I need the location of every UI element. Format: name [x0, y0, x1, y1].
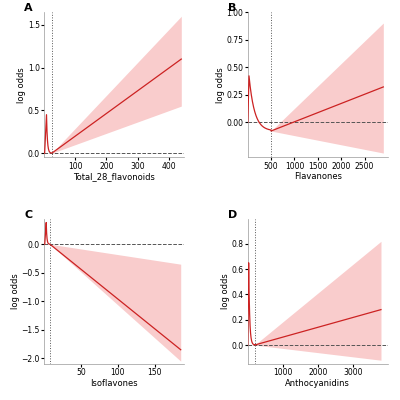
Text: B: B [228, 3, 236, 13]
Text: A: A [24, 3, 33, 13]
Text: D: D [228, 210, 237, 220]
Y-axis label: log odds: log odds [11, 273, 20, 309]
Y-axis label: log odds: log odds [216, 67, 225, 103]
Text: C: C [24, 210, 32, 220]
Y-axis label: log odds: log odds [17, 67, 26, 103]
X-axis label: Isoflavones: Isoflavones [90, 378, 138, 388]
X-axis label: Anthocyanidins: Anthocyanidins [285, 378, 350, 388]
X-axis label: Total_28_flavonoids: Total_28_flavonoids [73, 172, 155, 181]
Y-axis label: log odds: log odds [221, 273, 230, 309]
X-axis label: Flavanones: Flavanones [294, 172, 342, 181]
